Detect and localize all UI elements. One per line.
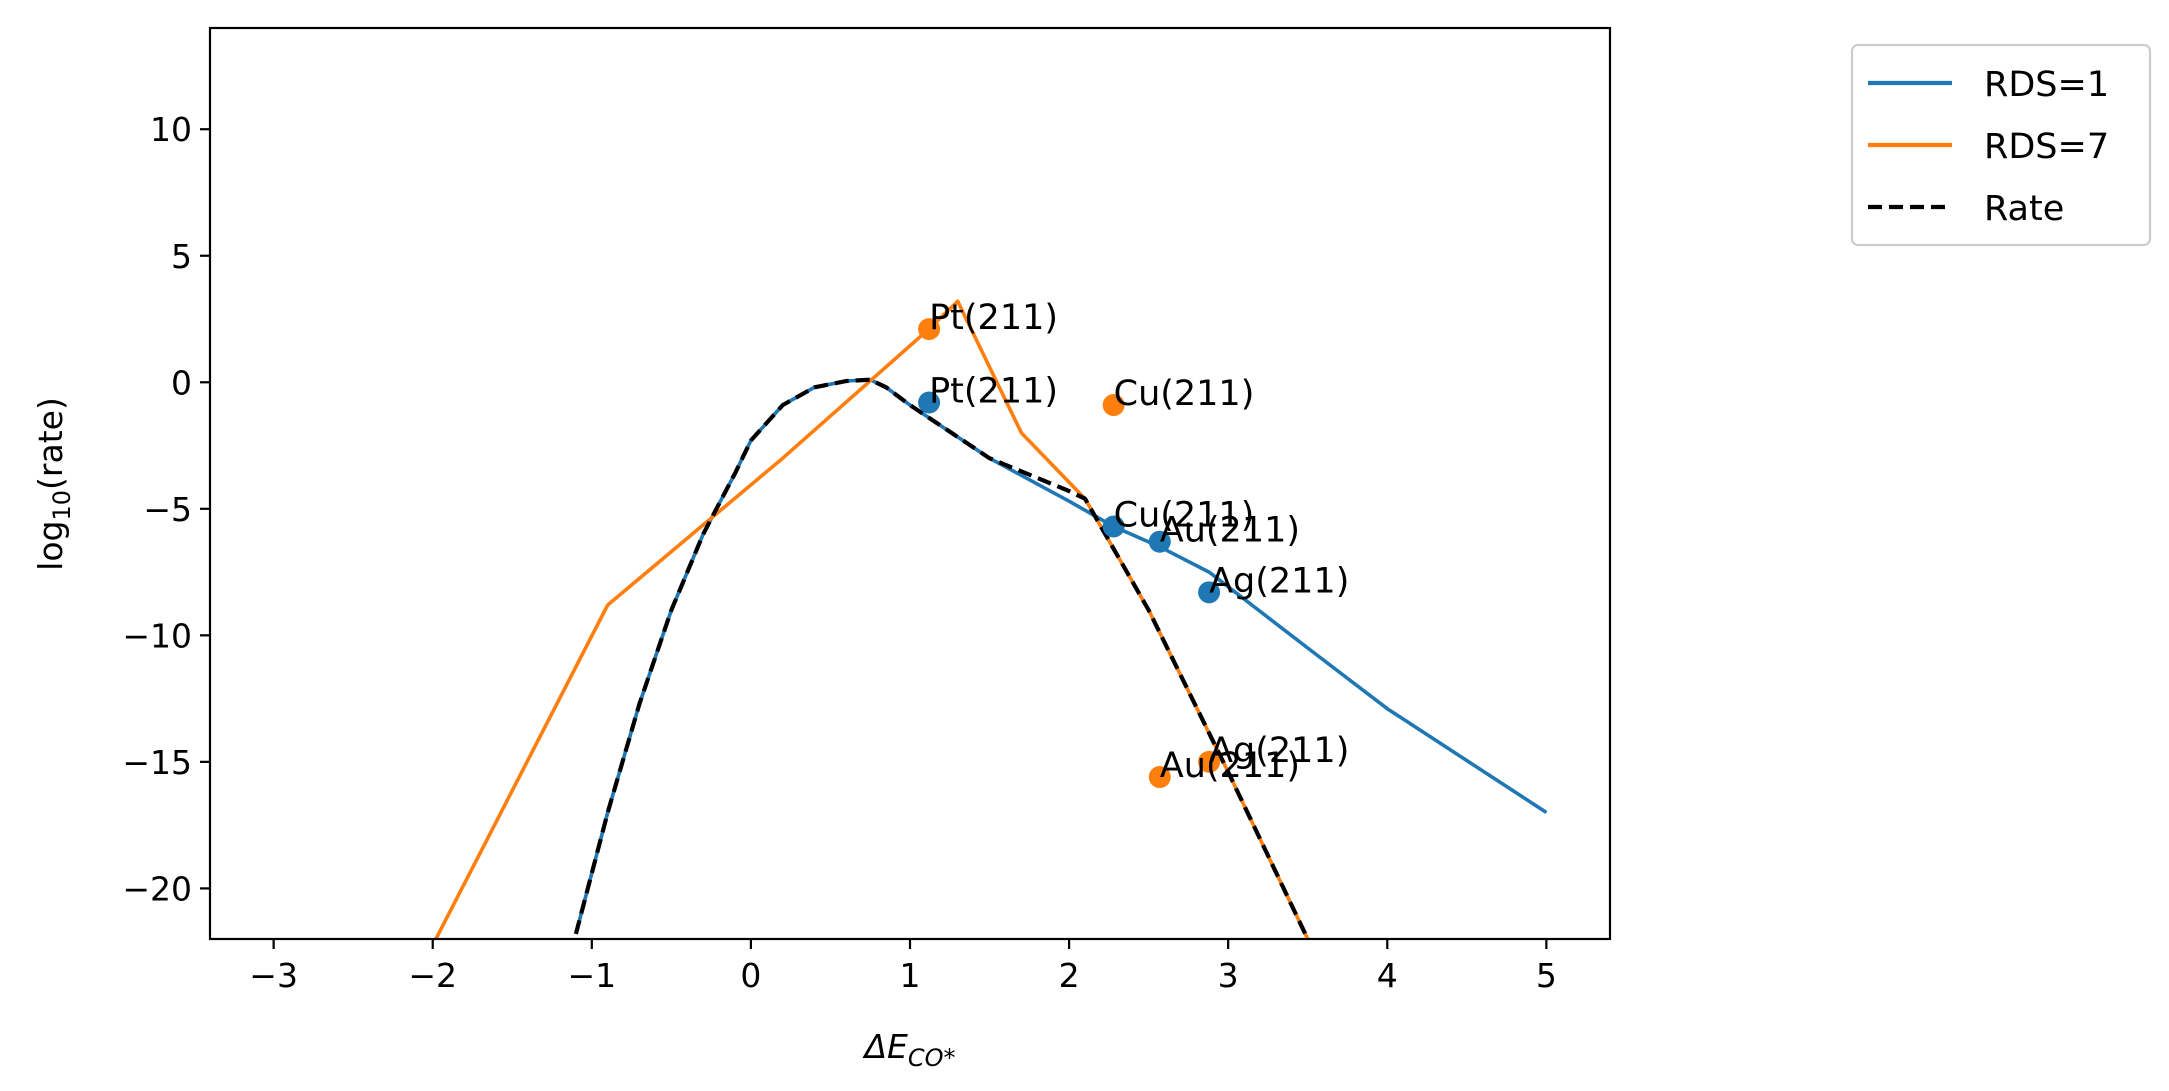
y-tick-label: −10: [122, 616, 192, 655]
point-rds-7-au-211: [1148, 766, 1171, 789]
x-tick-label: 2: [1059, 956, 1080, 995]
y-tick-label: 10: [150, 110, 192, 149]
point-rds-1-cu-211: [1102, 515, 1125, 538]
point-rds-1-ag-211: [1198, 581, 1221, 604]
point-rds-7-pt-211: [918, 318, 941, 341]
x-axis-label: ΔECO*: [861, 1027, 955, 1072]
x-axis-ticks: −3 −2 −1 0 1 2 3 4 5: [249, 939, 1557, 995]
point-rds-7-ag-211: [1198, 750, 1221, 773]
series-line-rds-7: [434, 299, 1310, 939]
legend-frame: [1850, 43, 2152, 247]
x-tick-label: 1: [900, 956, 921, 995]
annotation-rds-1-pt-211: Pt(211): [929, 372, 1058, 412]
x-tick-label: 0: [740, 956, 761, 995]
legend-label-rds1: RDS=1: [1984, 65, 2109, 105]
series-line-rate: [573, 377, 1310, 939]
x-tick-label: 5: [1536, 956, 1557, 995]
legend: RDS=1 RDS=7 Rate: [1850, 43, 2152, 247]
y-tick-label: 5: [171, 237, 192, 276]
series-layer: [434, 299, 1548, 939]
y-tick-label: −5: [143, 490, 192, 529]
point-rds-1-au-211: [1148, 530, 1171, 553]
point-rds-7-cu-211: [1102, 394, 1125, 417]
annotation-rds-1-ag-211: Ag(211): [1209, 561, 1349, 601]
y-axis-label: log10(rate): [31, 397, 76, 571]
x-tick-label: −3: [249, 956, 298, 995]
y-axis-ticks: −20 −15 −10 −5 0 5 10: [122, 110, 210, 908]
x-tick-label: 3: [1218, 956, 1239, 995]
annotation-rds-1-cu-211: Cu(211): [1114, 496, 1255, 536]
annotation-rds-7-au-211: Au(211): [1160, 746, 1300, 786]
annotations-layer: Pt(211)Cu(211)Au(211)Ag(211)Pt(211)Cu(21…: [929, 298, 1349, 786]
point-rds-1-pt-211: [918, 391, 941, 414]
x-tick-label: 4: [1377, 956, 1398, 995]
points-layer: [918, 318, 1221, 789]
annotation-rds-7-pt-211: Pt(211): [929, 298, 1058, 338]
x-tick-label: −2: [408, 956, 457, 995]
x-tick-label: −1: [567, 956, 616, 995]
y-tick-label: −20: [122, 869, 192, 908]
legend-label-rds7: RDS=7: [1984, 127, 2109, 167]
annotation-rds-1-au-211: Au(211): [1160, 511, 1300, 551]
y-tick-label: 0: [171, 363, 192, 402]
annotation-rds-7-cu-211: Cu(211): [1114, 374, 1255, 414]
legend-label-rate: Rate: [1984, 189, 2064, 229]
annotation-rds-7-ag-211: Ag(211): [1209, 731, 1349, 771]
plot-frame: [208, 26, 1612, 941]
series-line-rds-1: [574, 377, 1548, 935]
y-tick-label: −15: [122, 743, 192, 782]
